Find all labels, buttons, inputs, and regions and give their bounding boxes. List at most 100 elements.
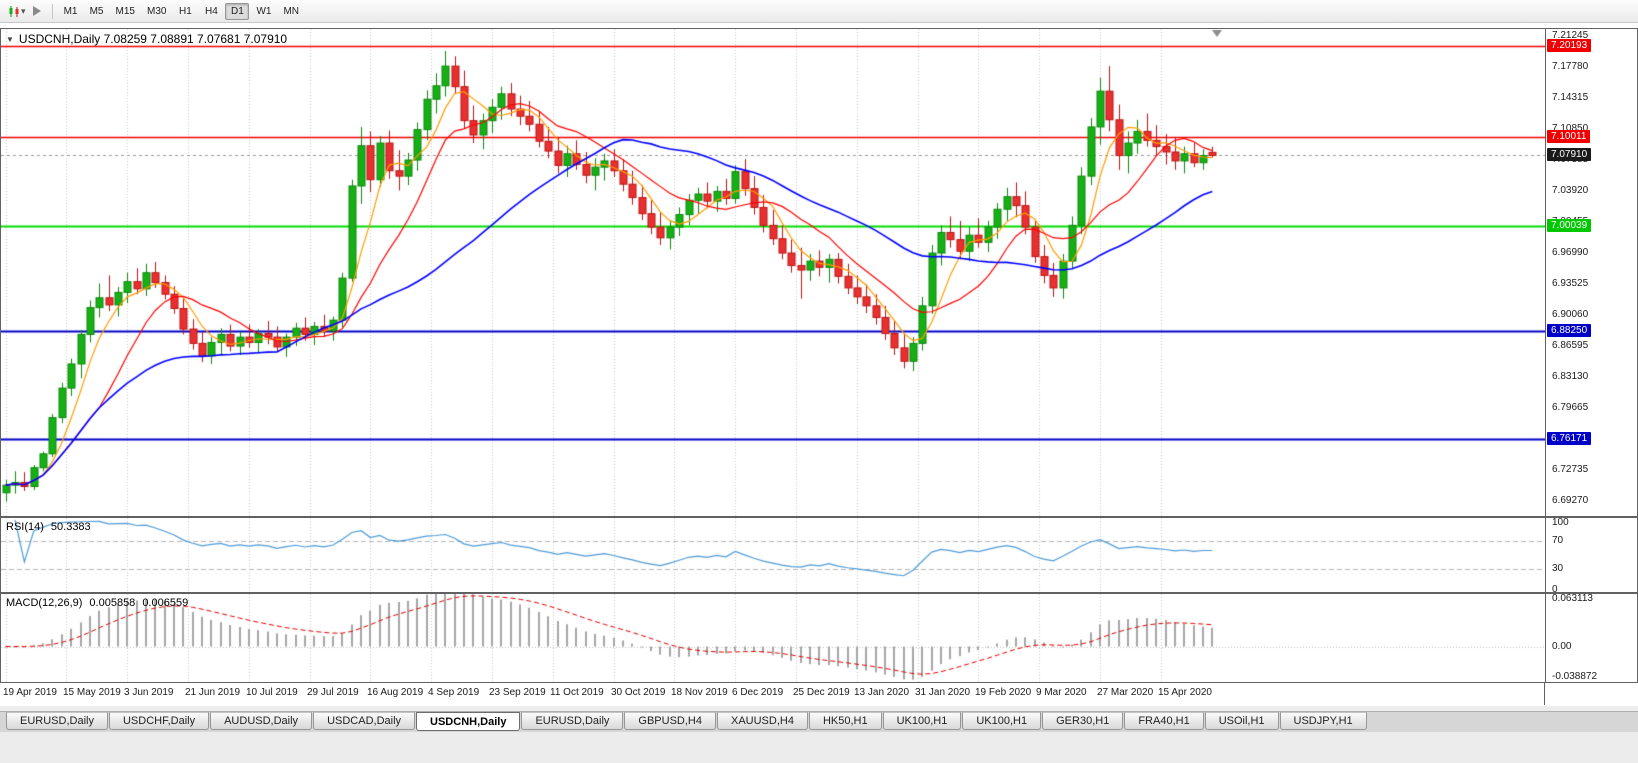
price-tick: 7.21245 bbox=[1552, 30, 1589, 42]
date-label: 21 Jun 2019 bbox=[185, 687, 241, 698]
tab-uk100-h1[interactable]: UK100,H1 bbox=[962, 712, 1042, 730]
price-chart-canvas[interactable] bbox=[1, 29, 1545, 516]
rsi-tick: 70 bbox=[1552, 535, 1564, 546]
macd-tick: 0.063113 bbox=[1552, 593, 1593, 604]
rsi-tick: 100 bbox=[1552, 517, 1569, 528]
timeframe-h4[interactable]: H4 bbox=[205, 5, 218, 17]
status-strip bbox=[0, 732, 1638, 763]
tab-usoil-h1[interactable]: USOil,H1 bbox=[1204, 712, 1279, 730]
support-lower-badge: 6.76171 bbox=[1547, 432, 1592, 446]
macd-value-main: 0.005858 bbox=[89, 597, 136, 609]
macd-canvas[interactable] bbox=[1, 594, 1545, 682]
date-label: 13 Jan 2020 bbox=[854, 687, 910, 698]
price-panel: ▼ USDCNH,Daily 7.08259 7.08891 7.07681 7… bbox=[0, 28, 1638, 517]
rsi-name: RSI(14) bbox=[6, 521, 44, 533]
rsi-axis[interactable]: 100 70 30 0 bbox=[1545, 517, 1637, 595]
date-label: 4 Sep 2019 bbox=[428, 687, 480, 698]
chart-title: ▼ USDCNH,Daily 7.08259 7.08891 7.07681 7… bbox=[6, 32, 287, 46]
rsi-value: 50.3383 bbox=[50, 521, 91, 533]
collapse-chart-icon[interactable]: ▼ bbox=[6, 34, 14, 44]
date-label: 11 Oct 2019 bbox=[550, 687, 604, 698]
date-label: 27 Mar 2020 bbox=[1097, 687, 1154, 698]
pivot-level-badge: 7.00039 bbox=[1547, 218, 1592, 232]
macd-panel: MACD(12,26,9) 0.005858 0.006559 0.063113… bbox=[0, 593, 1638, 683]
date-label: 29 Jul 2019 bbox=[307, 687, 359, 698]
price-tick: 6.79665 bbox=[1552, 402, 1589, 414]
price-tick: 6.86595 bbox=[1552, 340, 1589, 352]
price-tick: 6.90060 bbox=[1552, 309, 1589, 321]
current-price-badge: 7.07910 bbox=[1547, 148, 1592, 162]
price-tick: 7.14315 bbox=[1552, 92, 1589, 104]
price-tick: 6.69270 bbox=[1552, 495, 1589, 507]
price-axis[interactable]: 7.212457.177807.143157.108507.073857.039… bbox=[1545, 29, 1637, 516]
tab-eurusd-daily[interactable]: EURUSD,Daily bbox=[521, 712, 624, 730]
time-axis-corner bbox=[1544, 683, 1545, 705]
support-badge: 6.88250 bbox=[1547, 324, 1592, 338]
toolbar: ▾ M1 M5 M15 M30 H1 H4 D1 W1 MN bbox=[0, 0, 1638, 23]
tab-usdcad-daily[interactable]: USDCAD,Daily bbox=[313, 712, 416, 730]
date-label: 16 Aug 2019 bbox=[367, 687, 424, 698]
timeframe-d1[interactable]: D1 bbox=[225, 2, 250, 20]
tab-bar: EURUSD,Daily USDCHF,Daily AUDUSD,Daily USDC… bbox=[0, 711, 1638, 732]
timeframe-mn[interactable]: MN bbox=[283, 5, 299, 17]
tab-usdjpy-h1[interactable]: USDJPY,H1 bbox=[1279, 712, 1367, 730]
macd-name: MACD(12,26,9) bbox=[6, 597, 83, 609]
timeframe-w1[interactable]: W1 bbox=[256, 5, 272, 17]
tab-usdcnh-daily[interactable]: USDCNH,Daily bbox=[416, 712, 521, 731]
tab-eurusd-daily[interactable]: EURUSD,Daily bbox=[6, 712, 108, 730]
resistance-upper-badge: 7.20193 bbox=[1547, 38, 1592, 52]
chart-window: ▼ USDCNH,Daily 7.08259 7.08891 7.07681 7… bbox=[0, 23, 1638, 706]
price-tick: 7.03920 bbox=[1552, 185, 1589, 197]
date-label: 3 Jun 2019 bbox=[124, 687, 174, 698]
timeframe-m15[interactable]: M15 bbox=[115, 5, 135, 17]
tab-uk100-h1[interactable]: UK100,H1 bbox=[882, 712, 962, 730]
price-tick: 7.10850 bbox=[1552, 123, 1589, 135]
date-label: 18 Nov 2019 bbox=[671, 687, 728, 698]
cursor-arrow-icon[interactable] bbox=[28, 2, 46, 20]
date-label: 9 Mar 2020 bbox=[1036, 687, 1087, 698]
rsi-panel: RSI(14) 50.3383 100 70 30 0 bbox=[0, 517, 1638, 595]
macd-label: MACD(12,26,9) 0.005858 0.006559 bbox=[6, 597, 188, 609]
timeframe-m5[interactable]: M5 bbox=[89, 5, 104, 17]
price-tick: 7.17780 bbox=[1552, 61, 1589, 73]
rsi-tick: 0 bbox=[1552, 584, 1558, 595]
tab-ger30-h1[interactable]: GER30,H1 bbox=[1042, 712, 1124, 730]
timeframe-h1[interactable]: H1 bbox=[179, 5, 192, 17]
tab-gbpusd-h4[interactable]: GBPUSD,H4 bbox=[624, 712, 716, 730]
macd-tick: 0.00 bbox=[1552, 640, 1572, 652]
toolbar-separator bbox=[51, 3, 53, 19]
date-label: 25 Dec 2019 bbox=[793, 687, 850, 698]
chart-type-candlestick-icon[interactable] bbox=[5, 2, 23, 20]
rsi-tick: 30 bbox=[1552, 563, 1564, 574]
timeframe-m30[interactable]: M30 bbox=[146, 5, 167, 17]
candlestick-glyph bbox=[9, 5, 18, 17]
date-label: 15 Apr 2020 bbox=[1158, 687, 1212, 698]
macd-tick: -0.038872 bbox=[1552, 671, 1598, 682]
price-tick: 6.96990 bbox=[1552, 247, 1589, 259]
tab-fra40-h1[interactable]: FRA40,H1 bbox=[1124, 712, 1204, 730]
chart-title-text: USDCNH,Daily 7.08259 7.08891 7.07681 7.0… bbox=[18, 32, 288, 46]
tab-usdchf-daily[interactable]: USDCHF,Daily bbox=[108, 712, 210, 730]
resistance-badge: 7.10011 bbox=[1547, 129, 1591, 143]
rsi-label: RSI(14) 50.3383 bbox=[6, 521, 91, 533]
date-label: 15 May 2019 bbox=[63, 687, 121, 698]
tab-audusd-daily[interactable]: AUDUSD,Daily bbox=[210, 712, 313, 730]
macd-axis[interactable]: 0.063113 0.00 -0.038872 bbox=[1545, 594, 1637, 682]
tab-xauusd-h4[interactable]: XAUUSD,H4 bbox=[716, 712, 808, 730]
price-tick: 6.72735 bbox=[1552, 464, 1589, 476]
time-axis[interactable]: 19 Apr 2019 15 May 2019 3 Jun 2019 21 Jun 2… bbox=[0, 683, 1638, 705]
date-label: 19 Apr 2019 bbox=[3, 687, 57, 698]
chevron-down-icon[interactable]: ▾ bbox=[21, 5, 26, 16]
date-label: 19 Feb 2020 bbox=[975, 687, 1032, 698]
date-label: 10 Jul 2019 bbox=[246, 687, 298, 698]
date-label: 6 Dec 2019 bbox=[732, 687, 784, 698]
timeframe-buttons: M1 M5 M15 M30 H1 H4 D1 W1 MN bbox=[59, 2, 304, 20]
rsi-canvas[interactable] bbox=[1, 518, 1545, 592]
price-tick: 6.93525 bbox=[1552, 278, 1589, 290]
timeframe-m1[interactable]: M1 bbox=[63, 5, 78, 17]
date-label: 31 Jan 2020 bbox=[915, 687, 971, 698]
date-label: 30 Oct 2019 bbox=[611, 687, 666, 698]
price-tick: 6.83130 bbox=[1552, 371, 1589, 383]
date-label: 23 Sep 2019 bbox=[489, 687, 546, 698]
tab-hk50-h1[interactable]: HK50,H1 bbox=[808, 712, 882, 730]
